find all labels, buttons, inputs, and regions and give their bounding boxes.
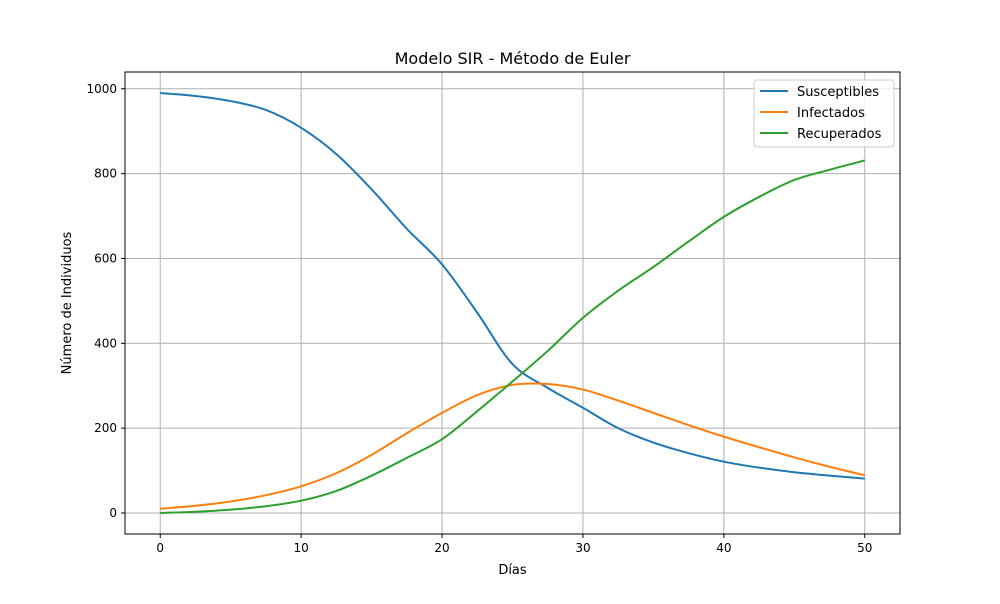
x-tick-label: 50	[857, 541, 872, 555]
y-tick-label: 400	[94, 336, 117, 350]
series-line-susceptibles	[160, 92, 865, 480]
series-line-infectados	[160, 382, 866, 510]
plot-frame	[124, 71, 901, 535]
legend-box	[753, 79, 895, 148]
x-tick-label: 10	[293, 541, 308, 555]
y-tick-label: 800	[94, 167, 117, 181]
x-tick-label: 30	[575, 541, 590, 555]
y-tick-label: 0	[109, 506, 117, 520]
axis-ticks: 0 10 20 30 40 50 0 200 400 600 800 1000	[86, 82, 872, 555]
series-lines	[160, 92, 866, 514]
legend: Susceptibles Infectados Recuperados	[753, 79, 895, 148]
series-line-recuperados	[160, 159, 866, 514]
y-tick-label: 1000	[86, 82, 117, 96]
x-axis-label: Días	[498, 563, 527, 578]
y-axis-label: Número de Individuos	[60, 231, 75, 374]
legend-label-susceptibles: Susceptibles	[797, 85, 879, 100]
legend-label-recuperados: Recuperados	[797, 127, 882, 142]
y-tick-label: 200	[94, 421, 117, 435]
x-tick-label: 40	[716, 541, 731, 555]
chart-title: Modelo SIR - Método de Euler	[395, 49, 631, 68]
y-tick-label: 600	[94, 251, 117, 265]
grid	[125, 72, 900, 534]
x-tick-label: 0	[156, 541, 164, 555]
legend-label-infectados: Infectados	[797, 106, 865, 121]
x-tick-label: 20	[434, 541, 449, 555]
